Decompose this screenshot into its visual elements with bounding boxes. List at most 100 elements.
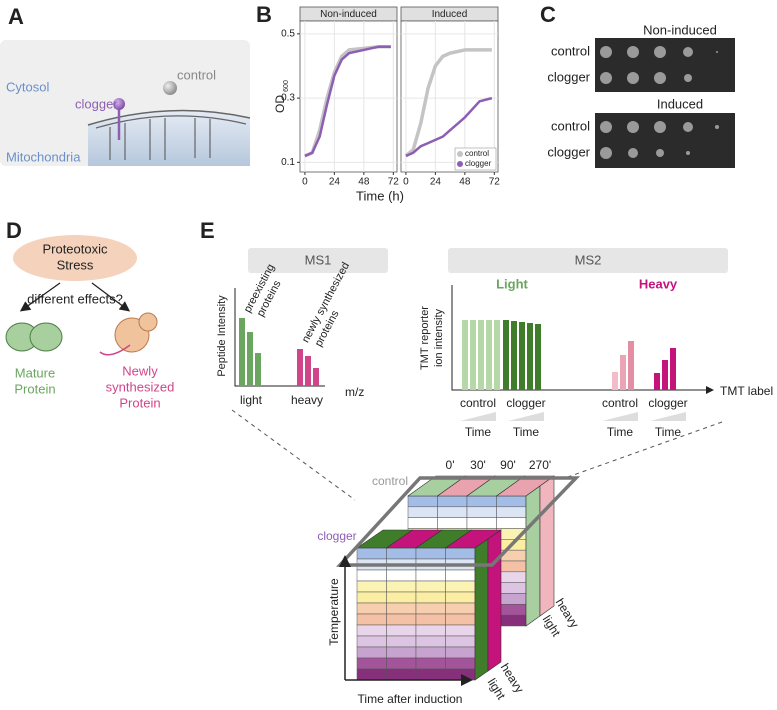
axis-label: ion intensity xyxy=(433,308,445,367)
x-tick-label: 72 xyxy=(388,177,400,188)
illustration-bar xyxy=(535,324,541,390)
x-tick-label: 72 xyxy=(489,177,501,188)
spot xyxy=(654,46,666,58)
time-wedge xyxy=(650,412,686,421)
clogger-label: clogger xyxy=(75,96,118,111)
group-label: control xyxy=(602,396,638,410)
spot xyxy=(686,151,690,155)
x-tick-label: 0 xyxy=(302,177,308,188)
side-label: light xyxy=(540,613,564,640)
plate-image xyxy=(595,113,735,168)
cube-cell xyxy=(356,602,387,615)
spot xyxy=(600,147,612,159)
cube xyxy=(336,475,581,681)
illustration-bar xyxy=(462,320,468,390)
illustration-bar xyxy=(662,360,668,390)
cube-cell xyxy=(445,547,476,560)
cube-cell xyxy=(415,591,446,604)
chart-title: Non-induced xyxy=(320,9,377,20)
panel-label: B xyxy=(256,2,272,27)
cube-cell xyxy=(445,569,476,582)
axis-label: TMT reporter xyxy=(419,306,431,370)
x-tick-label: 24 xyxy=(430,177,442,188)
illustration-bar xyxy=(628,341,634,390)
cube-cell xyxy=(386,646,417,659)
cube-cell xyxy=(466,506,497,518)
x-tick-label: 0 xyxy=(403,177,409,188)
legend-swatch xyxy=(457,161,463,167)
spot xyxy=(683,122,693,132)
question: different effects? xyxy=(27,291,123,306)
time-wedge xyxy=(460,412,496,421)
spot xyxy=(600,121,612,133)
spot xyxy=(627,121,639,133)
series-title: Heavy xyxy=(639,276,678,291)
cube-cell xyxy=(356,668,387,681)
time-label: Time xyxy=(655,425,682,439)
cube-cell xyxy=(356,569,387,582)
cube-cell xyxy=(386,635,417,648)
cube-cell xyxy=(415,624,446,637)
membrane xyxy=(87,109,251,126)
cube-cell xyxy=(386,613,417,626)
cube-cell xyxy=(445,668,476,681)
time-label: Time xyxy=(513,425,540,439)
spot xyxy=(654,72,666,84)
illustration-bar xyxy=(503,320,509,390)
spot xyxy=(716,51,718,53)
cube-label: control xyxy=(372,474,408,488)
cube-cell xyxy=(415,657,446,670)
cytosol-label: Cytosol xyxy=(6,79,49,94)
illustration-bar xyxy=(313,368,319,386)
new-protein-shape xyxy=(138,312,158,332)
stress-text: Proteotoxic xyxy=(42,241,108,256)
legend-box xyxy=(454,147,497,171)
cube-cell xyxy=(356,635,387,648)
ms2-bars xyxy=(462,320,676,390)
legend-label: clogger xyxy=(465,159,492,168)
cube-cell xyxy=(386,547,417,560)
spots xyxy=(600,46,719,159)
spot xyxy=(600,46,612,58)
cube-cell xyxy=(445,646,476,659)
axis xyxy=(234,288,325,387)
y-tick-label: 0.1 xyxy=(281,157,295,168)
line xyxy=(404,48,492,158)
cube-cell xyxy=(445,580,476,593)
y-axis-label-sub: 600 xyxy=(283,80,290,92)
new-label: Newly xyxy=(122,363,158,378)
axis-label: Time after induction xyxy=(358,692,463,706)
x-axis-label: Time (h) xyxy=(356,188,404,203)
row-label: control xyxy=(551,118,590,133)
group-label: control xyxy=(460,396,496,410)
illustration-bar xyxy=(470,320,476,390)
cube-cell xyxy=(415,569,446,582)
illustration-bar xyxy=(670,348,676,390)
line xyxy=(405,96,493,158)
cube-cell xyxy=(437,495,468,508)
illustration-bar xyxy=(519,322,525,390)
legend-label: control xyxy=(465,149,489,158)
cube-cell xyxy=(496,517,527,529)
tick-label: heavy xyxy=(291,393,323,407)
cube-cell xyxy=(466,517,497,529)
panel-label: C xyxy=(540,2,556,27)
chart-title: Induced xyxy=(432,9,468,20)
control-protein xyxy=(163,81,177,95)
plate-image xyxy=(595,38,735,92)
illustration-bar xyxy=(247,332,253,386)
cube-cell xyxy=(445,591,476,604)
illustration-bar xyxy=(297,349,303,386)
row-label: clogger xyxy=(547,144,590,159)
cube-cell xyxy=(445,635,476,648)
header-box xyxy=(248,248,388,273)
stress-text: Stress xyxy=(57,257,94,272)
cube-cell xyxy=(415,547,446,560)
mature-protein-shape xyxy=(29,322,63,352)
cube-cell xyxy=(386,657,417,670)
time-label: Time xyxy=(465,425,492,439)
cube-side xyxy=(487,529,502,672)
cube-cell xyxy=(415,613,446,626)
cube-cell xyxy=(466,495,497,508)
control-label: control xyxy=(177,67,216,82)
